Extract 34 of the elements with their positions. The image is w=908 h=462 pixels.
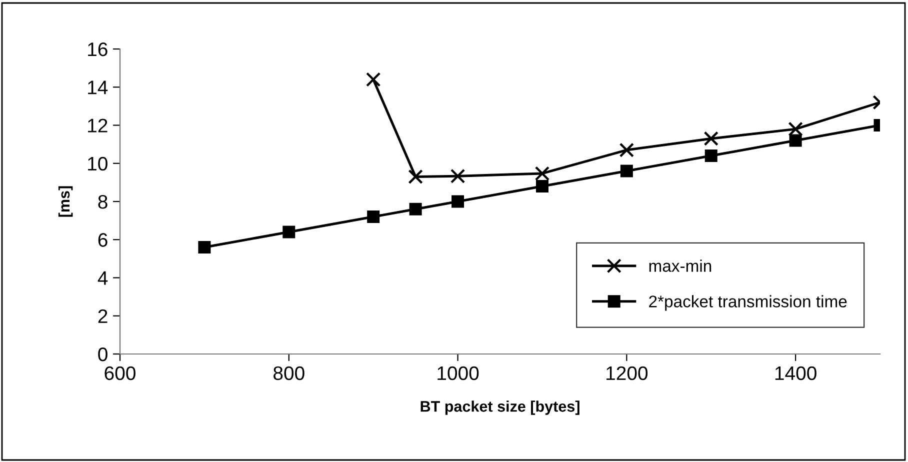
point	[282, 226, 296, 238]
y-tick-label: 16	[88, 42, 108, 56]
legend-label: 2*packet transmission time	[649, 295, 847, 311]
point	[619, 142, 634, 158]
y-tick-label: 6	[98, 233, 108, 247]
y-tick-label: 0	[98, 347, 108, 362]
y-tick-label: 4	[98, 271, 108, 285]
y-tick-label: 14	[88, 80, 108, 94]
x-tick-label: 1000	[438, 366, 479, 380]
x-axis-title: BT packet size [bytes]	[420, 400, 580, 415]
y-tick-label: 10	[88, 156, 108, 171]
x-tick-label: 800	[274, 366, 304, 380]
y-tick-label: 12	[88, 118, 108, 132]
point	[704, 150, 718, 162]
x-tick-label: 600	[104, 366, 136, 380]
point	[789, 134, 802, 147]
point	[536, 180, 548, 192]
point	[409, 202, 422, 216]
point	[450, 168, 466, 184]
x-tick-label: 1400	[775, 366, 816, 380]
point	[452, 195, 464, 208]
y-tick-label: 8	[98, 194, 108, 209]
y-axis-title: [ms]	[58, 186, 73, 217]
point	[408, 169, 423, 184]
point	[534, 166, 550, 181]
point	[620, 164, 633, 178]
point	[788, 122, 803, 136]
point	[198, 241, 211, 254]
point	[367, 210, 380, 223]
y-tick-label: 2	[98, 309, 108, 323]
legend-label: max-min	[649, 260, 712, 272]
point	[366, 72, 381, 87]
point	[704, 131, 718, 146]
x-tick-label: 1200	[606, 366, 648, 380]
